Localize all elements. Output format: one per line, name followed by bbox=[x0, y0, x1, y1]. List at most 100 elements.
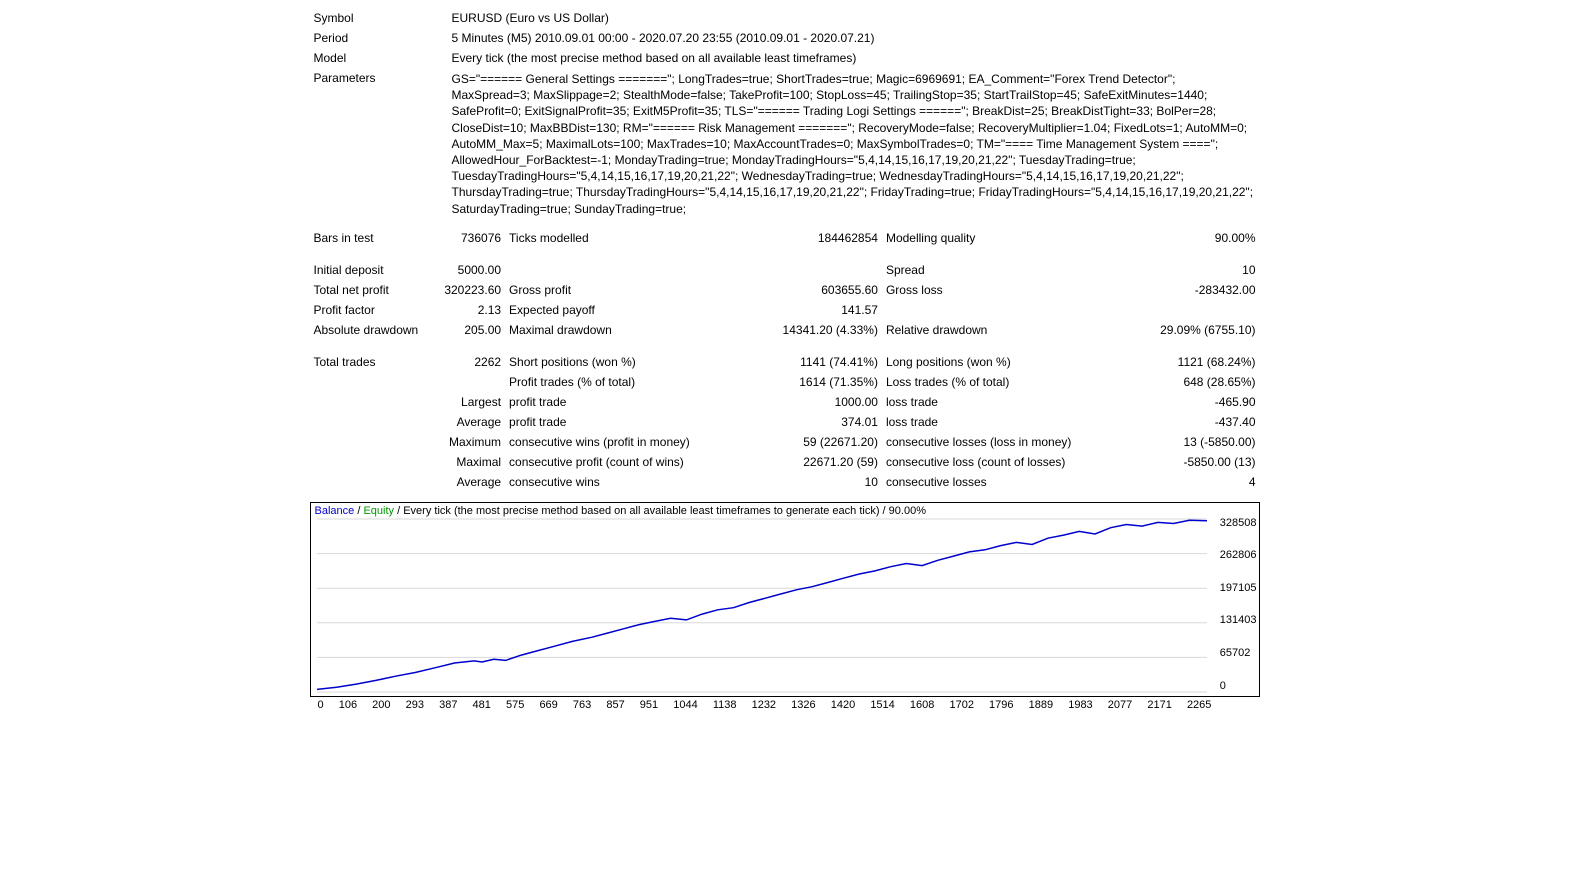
report-header: Symbol EURUSD (Euro vs US Dollar) Period… bbox=[310, 8, 1260, 220]
period-label: Period bbox=[310, 28, 448, 48]
chart-caption-balance: Balance bbox=[315, 505, 355, 517]
maximal-cons-profit-label: consecutive profit (count of wins) bbox=[505, 452, 728, 472]
x-tick: 106 bbox=[339, 699, 357, 711]
y-tick: 197105 bbox=[1220, 582, 1257, 594]
x-tick: 387 bbox=[439, 699, 457, 711]
x-tick: 951 bbox=[640, 699, 658, 711]
initial-deposit-label: Initial deposit bbox=[310, 260, 423, 280]
period-value: 5 Minutes (M5) 2010.09.01 00:00 - 2020.0… bbox=[448, 28, 1260, 48]
x-tick: 200 bbox=[372, 699, 390, 711]
profit-factor-label: Profit factor bbox=[310, 300, 423, 320]
x-tick: 1983 bbox=[1068, 699, 1092, 711]
gross-profit-label: Gross profit bbox=[505, 280, 728, 300]
average-loss-trade-value: -437.40 bbox=[1105, 412, 1259, 432]
x-tick: 1796 bbox=[989, 699, 1013, 711]
profit-trades-label: Profit trades (% of total) bbox=[505, 372, 728, 392]
y-tick: 65702 bbox=[1220, 647, 1257, 659]
parameters-value: GS="====== General Settings ======="; Lo… bbox=[448, 68, 1260, 220]
maximal-cons-loss-label: consecutive loss (count of losses) bbox=[882, 452, 1106, 472]
spread-label: Spread bbox=[882, 260, 1106, 280]
relative-drawdown-label: Relative drawdown bbox=[882, 320, 1106, 340]
maximal-cons-loss-value: -5850.00 (13) bbox=[1105, 452, 1259, 472]
symbol-value: EURUSD (Euro vs US Dollar) bbox=[448, 8, 1260, 28]
model-label: Model bbox=[310, 48, 448, 68]
loss-trades-label: Loss trades (% of total) bbox=[882, 372, 1106, 392]
largest-profit-trade-label: profit trade bbox=[505, 392, 728, 412]
ticks-modelled-label: Ticks modelled bbox=[505, 228, 728, 248]
gross-loss-value: -283432.00 bbox=[1105, 280, 1259, 300]
x-tick: 1702 bbox=[949, 699, 973, 711]
largest-loss-trade-value: -465.90 bbox=[1105, 392, 1259, 412]
profit-factor-value: 2.13 bbox=[422, 300, 505, 320]
average-profit-trade-label: profit trade bbox=[505, 412, 728, 432]
chart-caption: Balance / Equity / Every tick (the most … bbox=[315, 505, 926, 517]
x-tick: 1889 bbox=[1029, 699, 1053, 711]
maximal-drawdown-value: 14341.20 (4.33%) bbox=[728, 320, 882, 340]
maximal-drawdown-label: Maximal drawdown bbox=[505, 320, 728, 340]
modelling-quality-label: Modelling quality bbox=[882, 228, 1106, 248]
parameters-label: Parameters bbox=[310, 68, 448, 220]
ticks-modelled-value: 184462854 bbox=[728, 228, 882, 248]
x-tick: 2077 bbox=[1108, 699, 1132, 711]
total-trades-value: 2262 bbox=[422, 352, 505, 372]
initial-deposit-value: 5000.00 bbox=[422, 260, 505, 280]
loss-trades-value: 648 (28.65%) bbox=[1105, 372, 1259, 392]
x-tick: 0 bbox=[318, 699, 324, 711]
y-tick: 131403 bbox=[1220, 614, 1257, 626]
y-tick: 0 bbox=[1220, 680, 1257, 692]
avg-cons-wins-value: 10 bbox=[728, 472, 882, 492]
bars-in-test-label: Bars in test bbox=[310, 228, 423, 248]
long-positions-label: Long positions (won %) bbox=[882, 352, 1106, 372]
x-tick: 575 bbox=[506, 699, 524, 711]
largest-label: Largest bbox=[422, 392, 505, 412]
total-net-profit-label: Total net profit bbox=[310, 280, 423, 300]
relative-drawdown-value: 29.09% (6755.10) bbox=[1105, 320, 1259, 340]
x-tick: 2171 bbox=[1147, 699, 1171, 711]
chart-x-axis: 0106200293387481575669763857951104411381… bbox=[310, 697, 1260, 711]
x-tick: 1608 bbox=[910, 699, 934, 711]
spread-value: 10 bbox=[1105, 260, 1259, 280]
modelling-quality-value: 90.00% bbox=[1105, 228, 1259, 248]
expected-payoff-value: 141.57 bbox=[728, 300, 882, 320]
x-tick: 2265 bbox=[1187, 699, 1211, 711]
long-positions-value: 1121 (68.24%) bbox=[1105, 352, 1259, 372]
total-trades-label: Total trades bbox=[310, 352, 423, 372]
avg-cons-losses-label: consecutive losses bbox=[882, 472, 1106, 492]
absolute-drawdown-label: Absolute drawdown bbox=[310, 320, 423, 340]
max-cons-wins-value: 59 (22671.20) bbox=[728, 432, 882, 452]
profit-trades-value: 1614 (71.35%) bbox=[728, 372, 882, 392]
y-tick: 328508 bbox=[1220, 517, 1257, 529]
balance-chart: Balance / Equity / Every tick (the most … bbox=[310, 502, 1260, 697]
chart-caption-rest: Every tick (the most precise method base… bbox=[403, 505, 926, 517]
maximal-label: Maximal bbox=[422, 452, 505, 472]
gross-loss-label: Gross loss bbox=[882, 280, 1106, 300]
x-tick: 857 bbox=[606, 699, 624, 711]
avg-cons-wins-label: consecutive wins bbox=[505, 472, 728, 492]
average-loss-trade-label: loss trade bbox=[882, 412, 1106, 432]
x-tick: 1326 bbox=[791, 699, 815, 711]
maximum-label: Maximum bbox=[422, 432, 505, 452]
x-tick: 1420 bbox=[831, 699, 855, 711]
x-tick: 1044 bbox=[673, 699, 697, 711]
stats-table: Bars in test 736076 Ticks modelled 18446… bbox=[310, 228, 1260, 492]
x-tick: 481 bbox=[473, 699, 491, 711]
x-tick: 1232 bbox=[752, 699, 776, 711]
gross-profit-value: 603655.60 bbox=[728, 280, 882, 300]
max-cons-losses-value: 13 (-5850.00) bbox=[1105, 432, 1259, 452]
short-positions-label: Short positions (won %) bbox=[505, 352, 728, 372]
symbol-label: Symbol bbox=[310, 8, 448, 28]
absolute-drawdown-value: 205.00 bbox=[422, 320, 505, 340]
max-cons-losses-label: consecutive losses (loss in money) bbox=[882, 432, 1106, 452]
largest-loss-trade-label: loss trade bbox=[882, 392, 1106, 412]
chart-y-axis: 328508262806197105131403657020 bbox=[1220, 503, 1257, 696]
x-tick: 763 bbox=[573, 699, 591, 711]
x-tick: 669 bbox=[539, 699, 557, 711]
x-tick: 293 bbox=[406, 699, 424, 711]
max-cons-wins-label: consecutive wins (profit in money) bbox=[505, 432, 728, 452]
bars-in-test-value: 736076 bbox=[422, 228, 505, 248]
short-positions-value: 1141 (74.41%) bbox=[728, 352, 882, 372]
chart-caption-equity: Equity bbox=[363, 505, 394, 517]
model-value: Every tick (the most precise method base… bbox=[448, 48, 1260, 68]
maximal-cons-profit-value: 22671.20 (59) bbox=[728, 452, 882, 472]
avg2-label: Average bbox=[422, 472, 505, 492]
